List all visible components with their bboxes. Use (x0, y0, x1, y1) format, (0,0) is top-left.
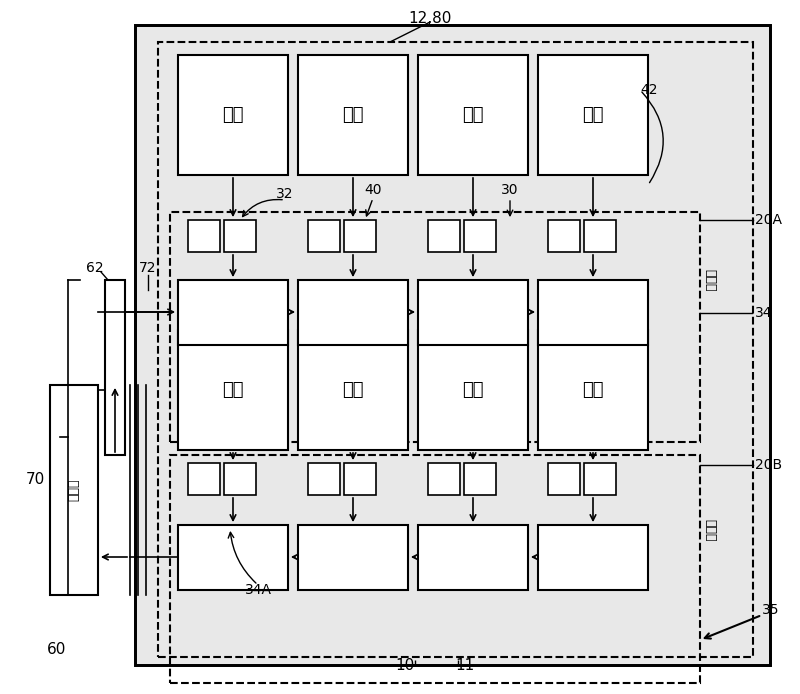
Text: 34A: 34A (245, 583, 271, 597)
Bar (584, 220, 616, 252)
Bar (105, 280, 125, 455)
Bar (135, 25, 770, 665)
Text: 像素: 像素 (222, 106, 244, 124)
Bar (224, 220, 256, 252)
Bar (135, 25, 770, 665)
Text: 34: 34 (755, 306, 773, 320)
Bar (428, 220, 460, 252)
Bar (548, 463, 580, 495)
Bar (178, 280, 288, 345)
Text: 像素: 像素 (582, 381, 604, 399)
Text: 42: 42 (640, 83, 658, 97)
Bar (298, 330, 408, 450)
Bar (344, 220, 376, 252)
Text: 12,80: 12,80 (408, 10, 452, 26)
Bar (464, 220, 496, 252)
Bar (50, 385, 98, 595)
Bar (308, 463, 340, 495)
Text: 小芯片: 小芯片 (703, 518, 717, 541)
Bar (298, 280, 408, 345)
Text: 小芯片: 小芯片 (703, 269, 717, 291)
Text: 60: 60 (47, 643, 66, 657)
Text: 控制器: 控制器 (67, 479, 81, 501)
Bar (584, 463, 616, 495)
Text: 30: 30 (502, 183, 518, 197)
Bar (178, 525, 288, 590)
Bar (298, 55, 408, 175)
Bar (188, 220, 220, 252)
Bar (298, 525, 408, 590)
Text: 像素: 像素 (582, 106, 604, 124)
Text: 62: 62 (86, 261, 104, 275)
Bar (548, 220, 580, 252)
Bar (538, 55, 648, 175)
Bar (418, 330, 528, 450)
Bar (178, 55, 288, 175)
Bar (170, 455, 700, 683)
Bar (188, 463, 220, 495)
Bar (170, 212, 700, 442)
Bar (418, 55, 528, 175)
Bar (418, 280, 528, 345)
Text: 像素: 像素 (342, 106, 364, 124)
Text: 72: 72 (139, 261, 157, 275)
Bar (538, 330, 648, 450)
Bar (308, 220, 340, 252)
Text: 35: 35 (762, 603, 779, 617)
Text: 70: 70 (26, 473, 45, 487)
Bar (344, 463, 376, 495)
Bar (224, 463, 256, 495)
Text: 20B: 20B (755, 458, 782, 472)
Bar (464, 463, 496, 495)
Text: 像素: 像素 (462, 106, 484, 124)
Text: 像素: 像素 (222, 381, 244, 399)
Text: 像素: 像素 (342, 381, 364, 399)
Text: 20A: 20A (755, 213, 782, 227)
Bar (428, 463, 460, 495)
Bar (538, 525, 648, 590)
Text: 11: 11 (455, 657, 474, 672)
Text: 像素: 像素 (462, 381, 484, 399)
Text: 32: 32 (276, 187, 294, 201)
Text: 40: 40 (364, 183, 382, 197)
Bar (178, 330, 288, 450)
Text: 10: 10 (395, 657, 414, 672)
Bar (538, 280, 648, 345)
Bar (418, 525, 528, 590)
Bar (158, 42, 753, 657)
